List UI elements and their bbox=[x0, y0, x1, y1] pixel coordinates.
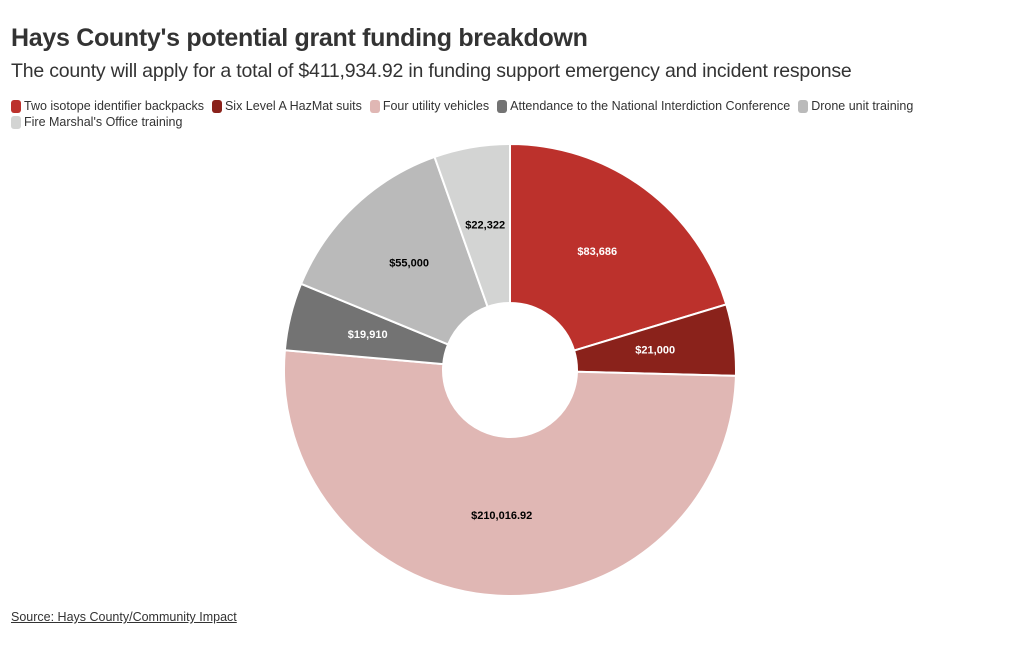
slice-value-label: $55,000 bbox=[389, 258, 429, 270]
legend-label: Drone unit training bbox=[811, 99, 914, 113]
legend-label: Fire Marshal's Office training bbox=[24, 115, 183, 129]
legend-label: Six Level A HazMat suits bbox=[224, 99, 362, 113]
legend-item[interactable]: Six Level A HazMat suits bbox=[211, 99, 362, 114]
donut-chart: $83,686 $21,000 $210,016.92 $19,910 $55,000 $… bbox=[283, 142, 737, 597]
donut-slice[interactable] bbox=[283, 349, 737, 597]
slice-value-label: $83,686 bbox=[577, 246, 617, 258]
donut-slice[interactable] bbox=[299, 155, 489, 346]
legend-swatch bbox=[497, 100, 508, 113]
legend-swatch bbox=[11, 100, 21, 113]
legend-item[interactable]: Drone unit training bbox=[798, 99, 913, 114]
slice-value-label: $19,910 bbox=[348, 329, 388, 341]
legend-swatch bbox=[798, 100, 809, 113]
legend-label: Attendance to the National Interdiction … bbox=[510, 99, 791, 113]
chart-legend: Two isotope identifier backpacks Six Leve… bbox=[11, 99, 1001, 130]
legend-item[interactable]: Fire Marshal's Office training bbox=[11, 115, 182, 130]
legend-item[interactable]: Attendance to the National Interdiction … bbox=[497, 99, 790, 114]
slice-value-label: $22,322 bbox=[465, 220, 505, 232]
legend-swatch bbox=[369, 100, 380, 113]
legend-label: Four utility vehicles bbox=[382, 99, 490, 113]
chart-title: Hays County's potential grant funding br… bbox=[11, 24, 588, 52]
legend-label: Two isotope identifier backpacks bbox=[24, 99, 204, 113]
donut-slice[interactable] bbox=[433, 142, 511, 309]
legend-item[interactable]: Four utility vehicles bbox=[369, 99, 490, 114]
slice-value-label: $210,016.92 bbox=[471, 510, 532, 522]
legend-item[interactable]: Two isotope identifier backpacks bbox=[11, 99, 204, 114]
chart-subtitle: The county will apply for a total of $41… bbox=[11, 60, 852, 82]
legend-swatch bbox=[211, 100, 222, 113]
donut-slice[interactable] bbox=[509, 142, 728, 352]
slice-value-label: $21,000 bbox=[635, 344, 675, 356]
source-link[interactable]: Source: Hays County/Community Impact bbox=[11, 610, 237, 624]
legend-swatch bbox=[11, 116, 21, 129]
